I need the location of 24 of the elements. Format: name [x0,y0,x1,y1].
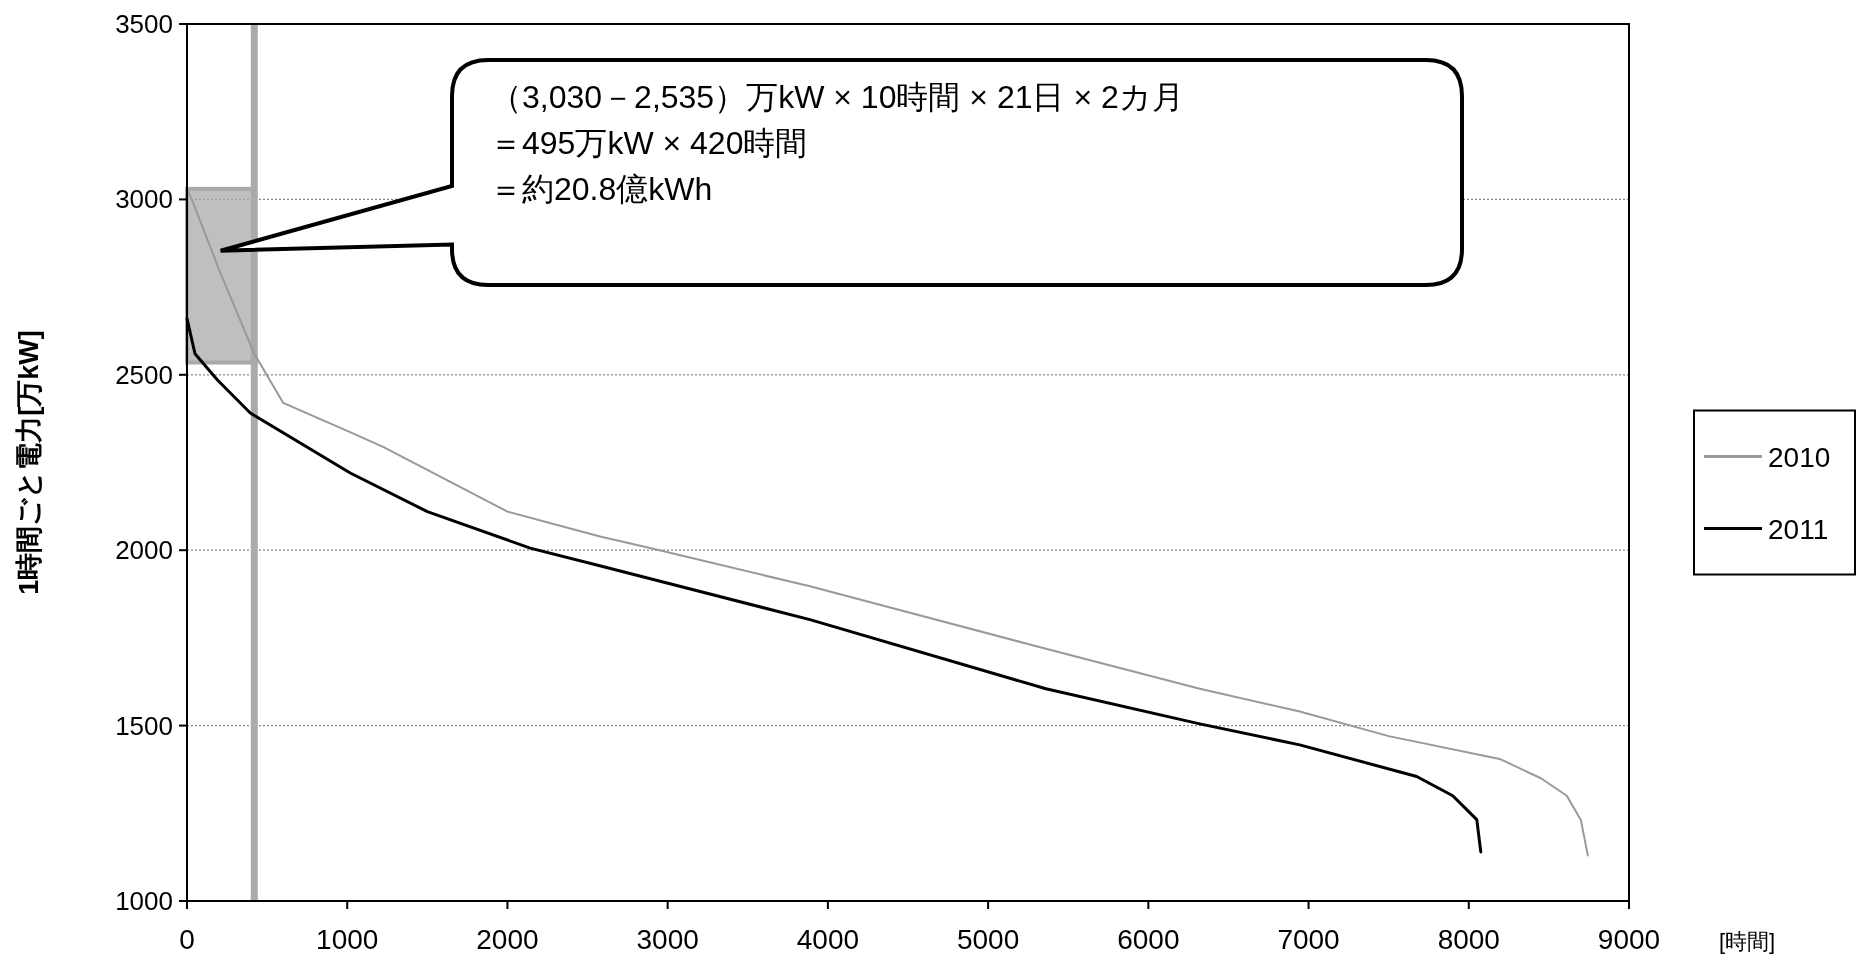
legend-label: 2010 [1768,441,1831,473]
annotation: （3,030－2,535）万kW × 10時間 × 21日 × 2カ月 [490,79,1184,115]
x-tick-label: 9000 [1597,924,1661,955]
x-tick-label: 1000 [316,924,379,955]
x-tick-label: 6000 [1117,924,1180,955]
y-tick-label: 3000 [115,184,173,215]
x-axis-title: [時間] [1719,929,1776,954]
annotation: ＝約20.8億kWh [490,171,713,207]
x-tick-label: 2000 [476,924,539,955]
x-tick-label: 3000 [636,924,699,955]
y-tick-label: 2000 [115,535,173,566]
y-tick-label: 1000 [115,886,173,916]
x-tick-label: 7000 [1277,924,1340,955]
x-tick-label: 8000 [1437,924,1500,955]
callout: （3,030－2,535）万kW × 10時間 × 21日 × 2カ月 ＝495万kW × 420時間 ＝約20.8億kWh [218,58,1464,287]
y-axis-title: 1時間ごと電力[万kW] [14,330,44,595]
x-tick-label: 5000 [956,924,1020,955]
annotation: ＝495万kW × 420時間 [490,125,808,161]
x-tick-label: 0 [179,924,195,955]
legend-label: 2011 [1768,513,1829,545]
y-tick-label: 1500 [115,710,173,741]
y-tick-label: 3500 [115,9,173,39]
x-tick-label: 4000 [796,924,860,955]
y-tick-label: 2500 [115,359,173,390]
